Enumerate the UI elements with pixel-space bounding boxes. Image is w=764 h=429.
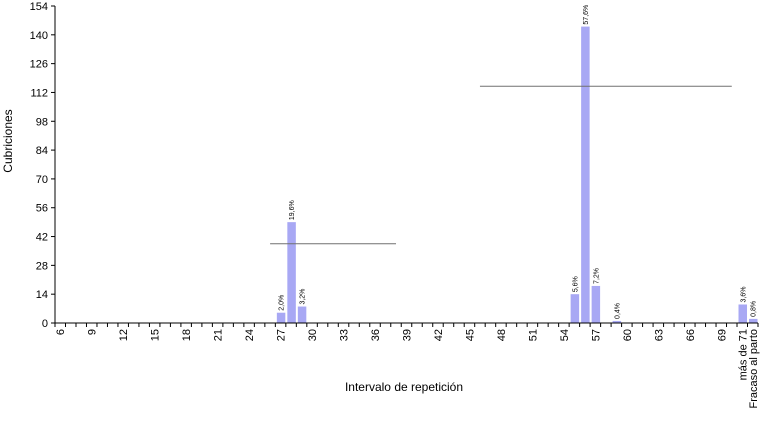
x-axis-title: Intervalo de repetición <box>345 380 463 394</box>
bar <box>297 306 307 323</box>
data-label: 3,2% <box>300 289 307 305</box>
x-tick-label: 63 <box>653 329 665 341</box>
data-label: 3,6% <box>740 287 747 303</box>
y-tick-label: 14 <box>36 289 48 301</box>
y-tick-label: 84 <box>36 145 48 157</box>
data-label: 2,0% <box>279 295 286 311</box>
x-tick-label: 6 <box>55 329 67 335</box>
y-tick-label: 98 <box>36 116 48 128</box>
y-tick-label: 42 <box>36 232 48 244</box>
x-tick-label: 60 <box>622 329 634 341</box>
x-tick-label: 9 <box>87 329 99 335</box>
x-tick-label: 15 <box>150 329 162 341</box>
bar <box>570 294 580 323</box>
data-label: 57,6% <box>583 5 590 25</box>
axes-layer <box>54 6 758 324</box>
bar <box>749 318 758 323</box>
y-axis-title: Cubriciones <box>1 109 15 172</box>
data-label: 0,4% <box>614 303 621 319</box>
y-tick-label: 126 <box>30 59 48 71</box>
x-tick-label: 27 <box>276 329 288 341</box>
data-label: 5,6% <box>572 276 579 292</box>
bar <box>276 312 286 323</box>
y-tick-label: 70 <box>36 174 48 186</box>
x-tick-label: 39 <box>402 329 414 341</box>
x-tick-label: 48 <box>496 329 508 341</box>
bars-layer <box>276 26 758 324</box>
x-tick-label: 36 <box>370 329 382 341</box>
x-tick-label: 12 <box>118 329 130 341</box>
data-label: 0,8% <box>751 301 758 317</box>
y-tick-label: 112 <box>30 87 48 99</box>
bar <box>581 26 590 324</box>
x-tick-label: más de 71 <box>737 329 749 380</box>
bar <box>287 222 296 323</box>
bar <box>738 304 748 323</box>
x-tick-label: 30 <box>307 329 319 341</box>
bar <box>591 285 601 323</box>
x-tick-label: 69 <box>716 329 728 341</box>
x-tick-label: 18 <box>181 329 193 341</box>
x-tick-label: 57 <box>590 329 602 341</box>
x-tick-label: 42 <box>433 329 445 341</box>
x-tick-label: 24 <box>244 329 256 341</box>
x-tick-label: 33 <box>339 329 351 341</box>
y-ticks-layer: 0 14 28 42 56 70 84 98 112 126 140 154 <box>30 1 55 330</box>
y-tick-label: 154 <box>30 1 48 13</box>
x-tick-label: 51 <box>527 329 539 341</box>
y-tick-label: 28 <box>36 260 48 272</box>
x-tick-label: 45 <box>464 329 476 341</box>
x-tick-label: 21 <box>213 329 225 341</box>
y-tick-label: 56 <box>36 203 48 215</box>
x-ticks-layer: 6 9 12 15 18 21 24 27 30 33 36 39 42 45 48 51 54 57 60 63 66… <box>54 323 760 408</box>
x-tick-label: 54 <box>559 329 571 341</box>
x-tick-label: 66 <box>685 329 697 341</box>
bar <box>612 320 622 323</box>
data-labels-layer: 2,0% 19,6% 3,2% 5,6% 57,6% 7,2% 0,4% 3,6% 0,8% <box>279 5 758 319</box>
y-tick-label: 0 <box>42 318 48 330</box>
data-label: 7,2% <box>593 268 600 284</box>
data-label: 19,6% <box>289 200 296 220</box>
x-tick-label: Fracaso al parto <box>748 329 760 408</box>
reference-lines-layer <box>270 85 732 245</box>
y-tick-label: 140 <box>30 30 48 42</box>
